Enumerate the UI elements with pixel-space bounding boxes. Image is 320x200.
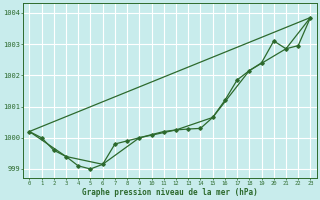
X-axis label: Graphe pression niveau de la mer (hPa): Graphe pression niveau de la mer (hPa)	[82, 188, 258, 197]
